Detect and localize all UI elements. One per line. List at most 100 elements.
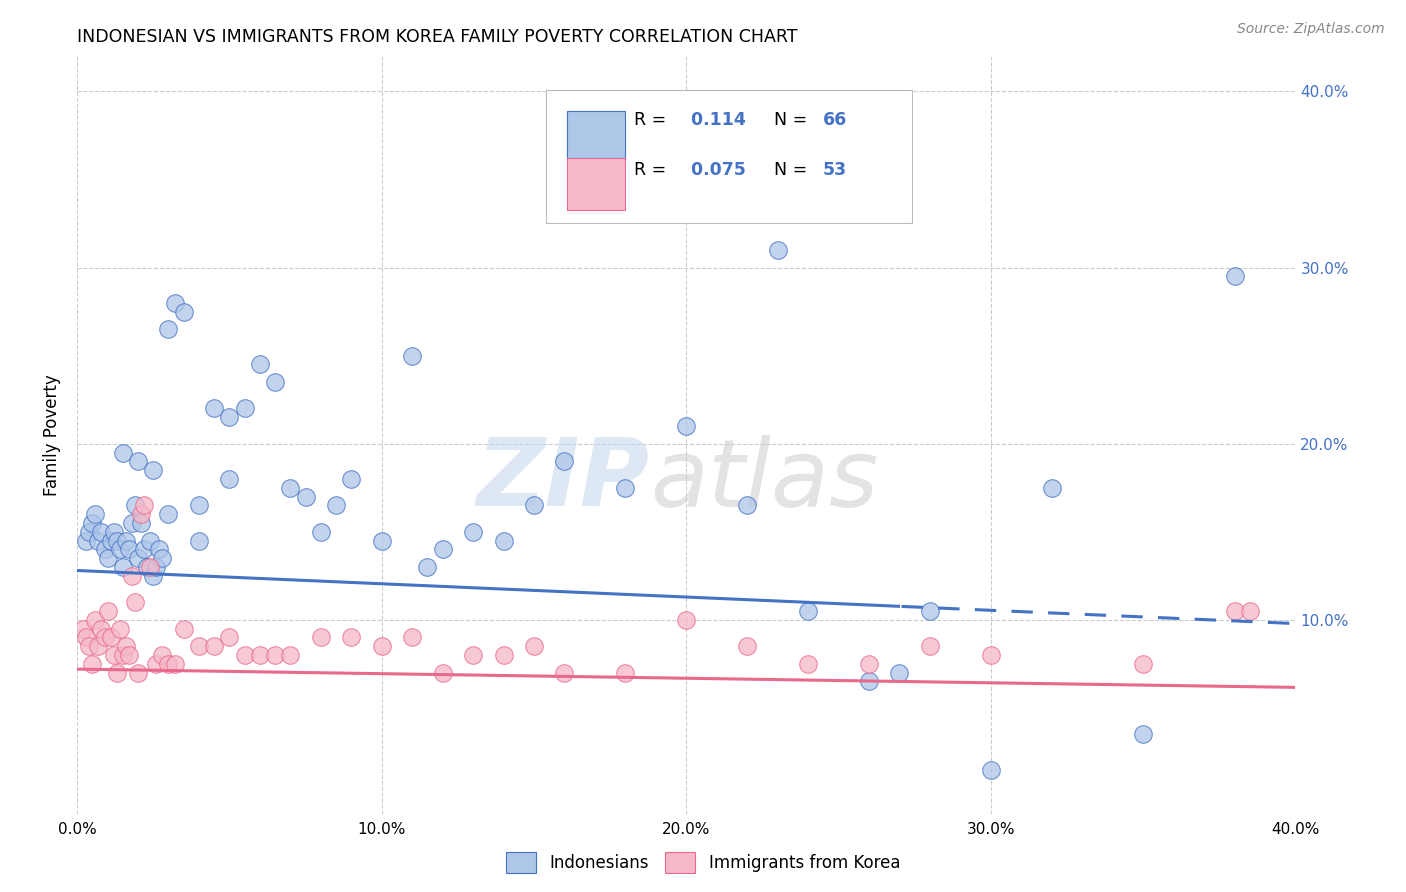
Point <box>797 604 820 618</box>
Point <box>309 631 332 645</box>
Point <box>103 524 125 539</box>
Point <box>218 631 240 645</box>
Point <box>132 542 155 557</box>
Point <box>127 551 149 566</box>
Point <box>148 542 170 557</box>
Point <box>980 763 1002 777</box>
Point <box>77 639 100 653</box>
Point <box>1132 657 1154 671</box>
Point <box>103 648 125 662</box>
Point <box>87 639 110 653</box>
Text: 0.114: 0.114 <box>685 111 747 128</box>
Point <box>187 533 209 548</box>
Point <box>84 507 107 521</box>
Point <box>218 410 240 425</box>
Point <box>735 639 758 653</box>
Point <box>121 568 143 582</box>
Text: 53: 53 <box>823 161 846 179</box>
Point <box>90 524 112 539</box>
Point <box>553 454 575 468</box>
Point <box>340 631 363 645</box>
Point <box>127 665 149 680</box>
FancyBboxPatch shape <box>546 90 911 223</box>
Point <box>82 657 104 671</box>
Point <box>294 490 316 504</box>
Point <box>72 622 94 636</box>
Point <box>100 631 122 645</box>
Point <box>614 665 637 680</box>
FancyBboxPatch shape <box>567 111 626 162</box>
Point <box>124 499 146 513</box>
Point <box>82 516 104 530</box>
Point <box>145 657 167 671</box>
Text: Source: ZipAtlas.com: Source: ZipAtlas.com <box>1237 22 1385 37</box>
Text: N =: N = <box>773 111 807 128</box>
Point <box>96 551 118 566</box>
Point <box>77 524 100 539</box>
Text: ZIP: ZIP <box>477 434 650 526</box>
Point <box>111 560 134 574</box>
Point <box>163 295 186 310</box>
Point <box>121 516 143 530</box>
Point <box>187 499 209 513</box>
Text: R =: R = <box>634 111 666 128</box>
Point <box>264 375 287 389</box>
Point <box>139 533 162 548</box>
Text: INDONESIAN VS IMMIGRANTS FROM KOREA FAMILY POVERTY CORRELATION CHART: INDONESIAN VS IMMIGRANTS FROM KOREA FAMI… <box>77 29 797 46</box>
Point <box>401 349 423 363</box>
Point <box>114 533 136 548</box>
Point <box>309 524 332 539</box>
Point <box>675 613 697 627</box>
Point <box>100 533 122 548</box>
Point <box>675 419 697 434</box>
Point <box>124 595 146 609</box>
Point <box>1223 604 1246 618</box>
Point <box>87 533 110 548</box>
Point <box>75 533 97 548</box>
Legend: Indonesians, Immigrants from Korea: Indonesians, Immigrants from Korea <box>499 846 907 880</box>
Point <box>105 665 128 680</box>
Point <box>114 639 136 653</box>
Point <box>108 622 131 636</box>
Point <box>118 648 141 662</box>
Point <box>735 499 758 513</box>
Point <box>858 674 880 689</box>
Point <box>129 516 152 530</box>
FancyBboxPatch shape <box>567 159 626 210</box>
Point <box>136 560 159 574</box>
Point <box>1132 727 1154 741</box>
Point <box>173 622 195 636</box>
Text: atlas: atlas <box>650 434 877 525</box>
Point <box>111 445 134 459</box>
Point <box>139 560 162 574</box>
Point <box>96 604 118 618</box>
Point <box>1239 604 1261 618</box>
Point <box>145 560 167 574</box>
Point <box>108 542 131 557</box>
Point <box>150 551 173 566</box>
Point <box>1223 269 1246 284</box>
Point <box>416 560 439 574</box>
Point <box>157 657 180 671</box>
Point <box>523 639 546 653</box>
Text: N =: N = <box>773 161 807 179</box>
Point <box>75 631 97 645</box>
Point <box>218 472 240 486</box>
Point <box>461 648 484 662</box>
Point <box>93 542 115 557</box>
Point <box>278 648 301 662</box>
Point <box>918 604 941 618</box>
Point <box>157 322 180 336</box>
Point <box>370 639 392 653</box>
Point <box>461 524 484 539</box>
Point <box>432 542 454 557</box>
Point <box>202 639 225 653</box>
Point <box>142 568 165 582</box>
Point <box>157 507 180 521</box>
Point <box>202 401 225 416</box>
Point <box>858 657 880 671</box>
Point <box>105 533 128 548</box>
Point <box>553 665 575 680</box>
Point <box>142 463 165 477</box>
Point <box>90 622 112 636</box>
